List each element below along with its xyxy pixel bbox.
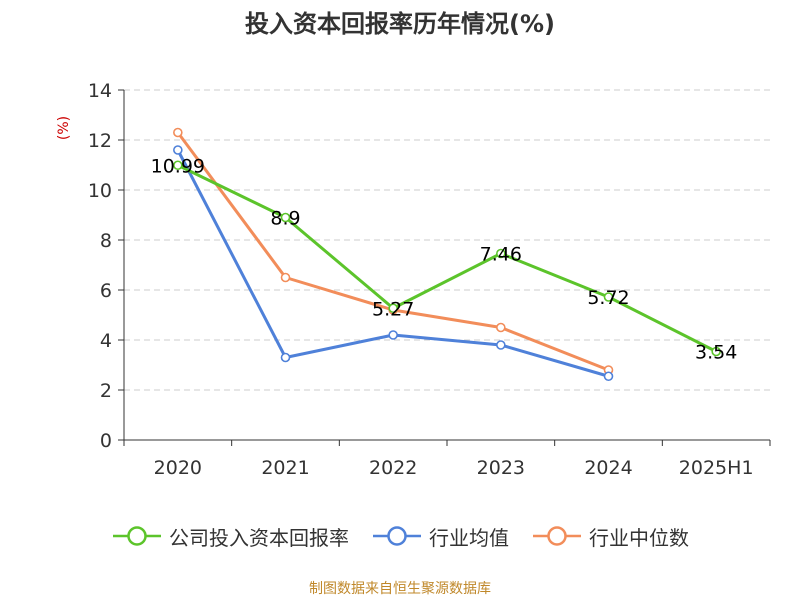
- legend-item[interactable]: 行业均值: [371, 522, 509, 551]
- y-tick-label: 8: [100, 230, 112, 252]
- y-tick-label: 6: [100, 280, 112, 302]
- series-line: [176, 149, 609, 378]
- y-tick-label: 10: [88, 180, 112, 202]
- legend-item[interactable]: 公司投入资本回报率: [111, 522, 349, 551]
- grid-layer: [124, 89, 770, 391]
- data-label-layer: 10.99 8.9 5.27 7.46 5.72 3.54: [151, 155, 738, 363]
- y-tick-label: 4: [100, 330, 112, 352]
- axis-layer: 0 2 4 6 8 10 12 14 2020 2021 2022 2023 2024 2025H1: [88, 80, 771, 479]
- x-tick-label: 2023: [477, 457, 525, 479]
- data-point: [280, 212, 291, 223]
- legend-item[interactable]: 行业中位数: [531, 522, 689, 551]
- y-tick-label: 14: [88, 80, 112, 102]
- series-line: [177, 163, 717, 353]
- legend-line-marker-icon: [373, 526, 421, 546]
- data-point: [280, 352, 291, 363]
- chart-title: 投入资本回报率历年情况(%): [245, 10, 555, 38]
- x-tick-label: 2022: [369, 457, 417, 479]
- y-tick-label: 2: [100, 380, 112, 402]
- data-point: [603, 371, 614, 382]
- x-tick-label: 2025H1: [679, 457, 754, 479]
- series-layer: [173, 127, 721, 382]
- source-note: 制图数据来自恒生聚源数据库: [309, 581, 491, 597]
- data-point: [173, 145, 183, 155]
- data-label: 5.27: [372, 298, 414, 320]
- data-point: [496, 248, 506, 259]
- y-axis-label: (%): [56, 116, 72, 140]
- y-tick-label: 12: [88, 130, 112, 152]
- data-label: 7.46: [480, 244, 522, 266]
- data-label: 5.72: [587, 287, 629, 309]
- data-point: [603, 292, 614, 302]
- data-label: 8.9: [270, 208, 300, 230]
- data-point: [496, 340, 506, 350]
- data-point: [280, 272, 291, 283]
- x-tick-label: 2021: [261, 457, 309, 479]
- y-tick-label: 0: [100, 430, 112, 452]
- x-tick-label: 2024: [584, 457, 632, 479]
- data-point: [173, 127, 183, 138]
- data-point: [173, 160, 183, 171]
- legend: 公司投入资本回报率 行业均值 行业中位数: [0, 516, 800, 556]
- legend-line-marker-icon: [533, 526, 581, 546]
- data-point: [496, 322, 506, 333]
- data-label: 10.99: [151, 155, 205, 177]
- data-point: [388, 330, 398, 340]
- legend-label: 行业中位数: [589, 525, 689, 550]
- data-label: 3.54: [695, 342, 737, 364]
- legend-label: 行业均值: [429, 525, 509, 550]
- legend-label: 公司投入资本回报率: [169, 525, 349, 550]
- legend-line-marker-icon: [113, 526, 161, 546]
- x-tick-label: 2020: [154, 457, 202, 479]
- data-point: [388, 303, 398, 314]
- data-point: [711, 346, 721, 357]
